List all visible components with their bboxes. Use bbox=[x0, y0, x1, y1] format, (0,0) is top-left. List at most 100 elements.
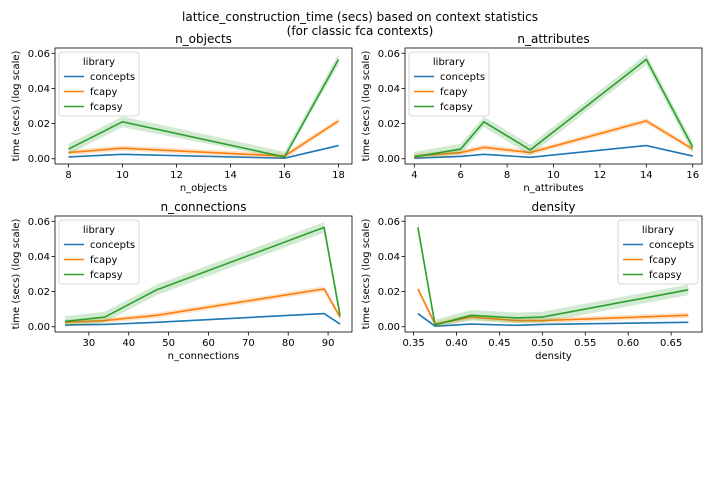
legend: library concepts fcapy fcapsy bbox=[617, 219, 699, 285]
y-tick-label: 0.04 bbox=[378, 84, 400, 95]
confidence-band-fcapy bbox=[64, 286, 341, 325]
confidence-band-fcapsy bbox=[64, 222, 341, 327]
subplot-title: n_objects bbox=[175, 32, 232, 46]
confidence-band-fcapy bbox=[414, 118, 693, 159]
y-tick-label: 0.02 bbox=[28, 119, 50, 130]
legend-label-fcapy: fcapy bbox=[90, 255, 117, 266]
y-tick-label: 0.06 bbox=[378, 49, 400, 60]
y-tick-label: 0.02 bbox=[378, 119, 400, 130]
plot-area bbox=[64, 222, 341, 327]
x-tick-label: 30 bbox=[83, 338, 96, 349]
legend-label-fcapy: fcapy bbox=[90, 87, 117, 98]
legend: library concepts fcapy fcapsy bbox=[58, 51, 140, 117]
legend-label-concepts: concepts bbox=[649, 240, 694, 251]
legend-label-concepts: concepts bbox=[90, 240, 135, 251]
x-tick-label: 16 bbox=[686, 170, 699, 181]
x-tick-label: 50 bbox=[162, 338, 175, 349]
subplot-title: n_attributes bbox=[517, 32, 589, 46]
x-tick-label: 0.45 bbox=[488, 338, 510, 349]
y-tick-label: 0.06 bbox=[28, 49, 50, 60]
legend-title: library bbox=[83, 57, 115, 68]
x-tick-label: 8 bbox=[504, 170, 510, 181]
x-axis-label: n_connections bbox=[168, 351, 240, 362]
x-tick-label: 14 bbox=[224, 170, 237, 181]
legend-box bbox=[408, 51, 490, 117]
y-tick-label: 0.02 bbox=[28, 287, 50, 298]
legend-label-concepts: concepts bbox=[90, 72, 135, 83]
y-axis-label: time (secs) (log scale) bbox=[361, 51, 372, 162]
x-tick-label: 14 bbox=[640, 170, 653, 181]
legend-label-fcapsy: fcapsy bbox=[90, 270, 123, 281]
x-tick-label: 6 bbox=[458, 170, 464, 181]
series-line-fcapsy bbox=[64, 226, 341, 323]
x-tick-label: 0.50 bbox=[531, 338, 553, 349]
plot-area bbox=[68, 54, 340, 159]
legend-label-concepts: concepts bbox=[440, 72, 485, 83]
plot-area bbox=[414, 54, 694, 159]
legend-label-fcapy: fcapy bbox=[649, 255, 676, 266]
axes-frame bbox=[404, 215, 703, 333]
series-line-fcapsy bbox=[414, 58, 694, 158]
legend-label-fcapy: fcapy bbox=[440, 87, 467, 98]
subplot-2: n_attributes 4 6 8 10 12 14 16 0.00 0.02 0.04 0.06 n… bbox=[361, 32, 703, 194]
legend-label-fcapsy: fcapsy bbox=[649, 270, 682, 281]
series-line-fcapy bbox=[414, 120, 694, 157]
axes-frame bbox=[54, 215, 353, 333]
series-line-concepts bbox=[68, 144, 339, 159]
x-tick-label: 60 bbox=[202, 338, 215, 349]
subplot-title: density bbox=[532, 200, 576, 214]
legend-box bbox=[58, 219, 140, 285]
series-line-fcapsy bbox=[68, 59, 340, 158]
x-tick-label: 0.35 bbox=[402, 338, 424, 349]
x-tick-label: 10 bbox=[547, 170, 560, 181]
x-tick-label: 0.40 bbox=[445, 338, 467, 349]
y-tick-label: 0.06 bbox=[28, 217, 50, 228]
series-line-fcapy bbox=[68, 120, 339, 157]
x-tick-label: 12 bbox=[170, 170, 183, 181]
series-line-concepts bbox=[64, 312, 341, 326]
subplot-1: n_objects 8 10 12 14 16 18 0.00 0.02 0.04 0.06 n_ob… bbox=[11, 32, 353, 194]
y-tick-label: 0.00 bbox=[28, 154, 50, 165]
subplot-title: n_connections bbox=[161, 200, 247, 214]
x-axis-label: n_objects bbox=[180, 183, 227, 194]
y-tick-label: 0.04 bbox=[28, 84, 50, 95]
x-tick-label: 70 bbox=[242, 338, 255, 349]
y-tick-label: 0.04 bbox=[28, 252, 50, 263]
y-tick-label: 0.00 bbox=[378, 154, 400, 165]
legend-label-fcapsy: fcapsy bbox=[440, 102, 473, 113]
x-tick-label: 0.65 bbox=[660, 338, 682, 349]
x-tick-label: 90 bbox=[322, 338, 335, 349]
figure-title-line2: (for classic fca contexts) bbox=[287, 24, 434, 38]
series-line-concepts bbox=[414, 144, 693, 159]
series-line-fcapy bbox=[417, 288, 689, 325]
x-tick-label: 4 bbox=[411, 170, 417, 181]
x-axis-label: density bbox=[535, 351, 572, 362]
x-tick-label: 80 bbox=[282, 338, 295, 349]
x-tick-label: 16 bbox=[278, 170, 291, 181]
confidence-band-fcapsy bbox=[417, 222, 689, 327]
x-tick-label: 18 bbox=[332, 170, 345, 181]
y-tick-label: 0.04 bbox=[378, 252, 400, 263]
confidence-band-fcapsy bbox=[414, 54, 693, 159]
x-tick-label: 0.60 bbox=[617, 338, 639, 349]
y-tick-label: 0.00 bbox=[378, 322, 400, 333]
subplot-3: n_connections 30 40 50 60 70 80 90 0.00 0.02 0.04 0… bbox=[11, 200, 353, 362]
x-axis-label: n_attributes bbox=[523, 183, 583, 194]
legend-title: library bbox=[83, 225, 115, 236]
y-axis-label: time (secs) (log scale) bbox=[11, 51, 22, 162]
series-line-fcapy bbox=[64, 288, 341, 324]
series-line-concepts bbox=[417, 312, 689, 328]
plot-area bbox=[417, 222, 689, 328]
axes-frame bbox=[54, 47, 353, 165]
y-axis-label: time (secs) (log scale) bbox=[11, 219, 22, 330]
y-tick-label: 0.02 bbox=[378, 287, 400, 298]
y-tick-label: 0.00 bbox=[28, 322, 50, 333]
x-tick-label: 0.55 bbox=[574, 338, 596, 349]
x-tick-label: 10 bbox=[116, 170, 129, 181]
x-tick-label: 8 bbox=[65, 170, 71, 181]
y-tick-label: 0.06 bbox=[378, 217, 400, 228]
legend: library concepts fcapy fcapsy bbox=[408, 51, 490, 117]
subplot-4: density 0.35 0.40 0.45 0.50 0.55 0.60 0.65 0.00 0… bbox=[361, 200, 703, 362]
legend-box bbox=[617, 219, 699, 285]
